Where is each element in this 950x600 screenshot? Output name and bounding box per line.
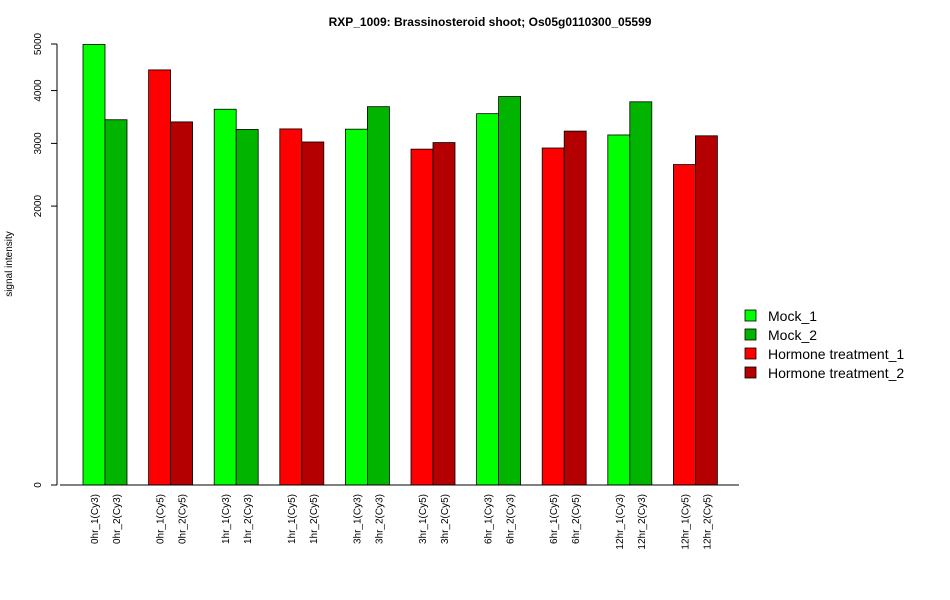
bar bbox=[170, 121, 194, 486]
y-tick-label: 5000 bbox=[33, 32, 44, 55]
legend-label: Mock_2 bbox=[768, 327, 817, 343]
y-tick-label: 0 bbox=[33, 482, 44, 488]
x-tick-label: 0hr_2(Cy5) bbox=[178, 494, 189, 544]
legend-swatch bbox=[744, 309, 757, 322]
legend-swatch bbox=[744, 328, 757, 341]
bar bbox=[301, 141, 325, 486]
bar bbox=[410, 148, 434, 486]
x-tick-label: 6hr_1(Cy3) bbox=[484, 494, 495, 544]
x-tick-label: 3hr_1(Cy5) bbox=[418, 494, 429, 544]
x-tick-label: 12hr_2(Cy3) bbox=[637, 494, 648, 550]
legend-label: Mock_1 bbox=[768, 308, 817, 324]
x-tick-label: 1hr_1(Cy5) bbox=[287, 494, 298, 544]
bar bbox=[498, 96, 522, 486]
x-tick-label: 3hr_1(Cy3) bbox=[352, 494, 363, 544]
y-axis: 0 2000 3000 4000 5000 bbox=[33, 32, 58, 488]
legend-label: Hormone treatment_1 bbox=[768, 346, 904, 362]
bars-group bbox=[82, 44, 718, 486]
x-tick-label: 12hr_1(Cy3) bbox=[615, 494, 626, 550]
y-tick-label: 2000 bbox=[33, 195, 44, 218]
bar bbox=[673, 164, 696, 486]
bar bbox=[104, 119, 128, 486]
bar bbox=[476, 113, 500, 486]
x-tick-label: 1hr_2(Cy5) bbox=[309, 494, 320, 544]
x-tick-label: 1hr_2(Cy3) bbox=[243, 494, 254, 544]
y-axis-label: signal intensity bbox=[4, 231, 15, 297]
bar bbox=[563, 130, 587, 486]
bar bbox=[695, 135, 718, 486]
x-tick-label: 6hr_1(Cy5) bbox=[549, 494, 560, 544]
bar bbox=[629, 101, 653, 486]
bar bbox=[279, 128, 303, 486]
legend-label: Hormone treatment_2 bbox=[768, 365, 904, 381]
bar bbox=[366, 106, 390, 486]
x-tick-label: 3hr_2(Cy5) bbox=[440, 494, 451, 544]
x-tick-label: 6hr_2(Cy3) bbox=[506, 494, 517, 544]
chart-title: RXP_1009: Brassinosteroid shoot; Os05g01… bbox=[329, 15, 652, 29]
y-tick-label: 4000 bbox=[33, 79, 44, 102]
x-tick-label: 1hr_1(Cy3) bbox=[221, 494, 232, 544]
bar bbox=[235, 129, 259, 486]
bar bbox=[213, 108, 237, 486]
legend: Mock_1 Mock_2 Hormone treatment_1 Hormone t… bbox=[744, 308, 904, 381]
legend-swatch bbox=[744, 366, 757, 379]
x-tick-label: 0hr_2(Cy3) bbox=[112, 494, 123, 544]
x-tick-labels: 0hr_1(Cy3) 0hr_2(Cy3) 0hr_1(Cy5) 0hr_2(Cy5)… bbox=[90, 494, 713, 550]
legend-swatch bbox=[744, 347, 757, 360]
x-tick-label: 0hr_1(Cy3) bbox=[90, 494, 101, 544]
bar bbox=[82, 44, 106, 486]
y-tick-label: 3000 bbox=[33, 132, 44, 155]
bar bbox=[541, 147, 565, 486]
bar bbox=[344, 128, 368, 486]
bar bbox=[148, 69, 172, 486]
bar bbox=[607, 134, 631, 486]
x-tick-label: 12hr_2(Cy5) bbox=[702, 494, 713, 550]
x-tick-label: 0hr_1(Cy5) bbox=[156, 494, 167, 544]
x-tick-label: 3hr_2(Cy3) bbox=[374, 494, 385, 544]
bar bbox=[432, 142, 456, 486]
x-tick-label: 12hr_1(Cy5) bbox=[680, 494, 691, 550]
x-tick-label: 6hr_2(Cy5) bbox=[571, 494, 582, 544]
